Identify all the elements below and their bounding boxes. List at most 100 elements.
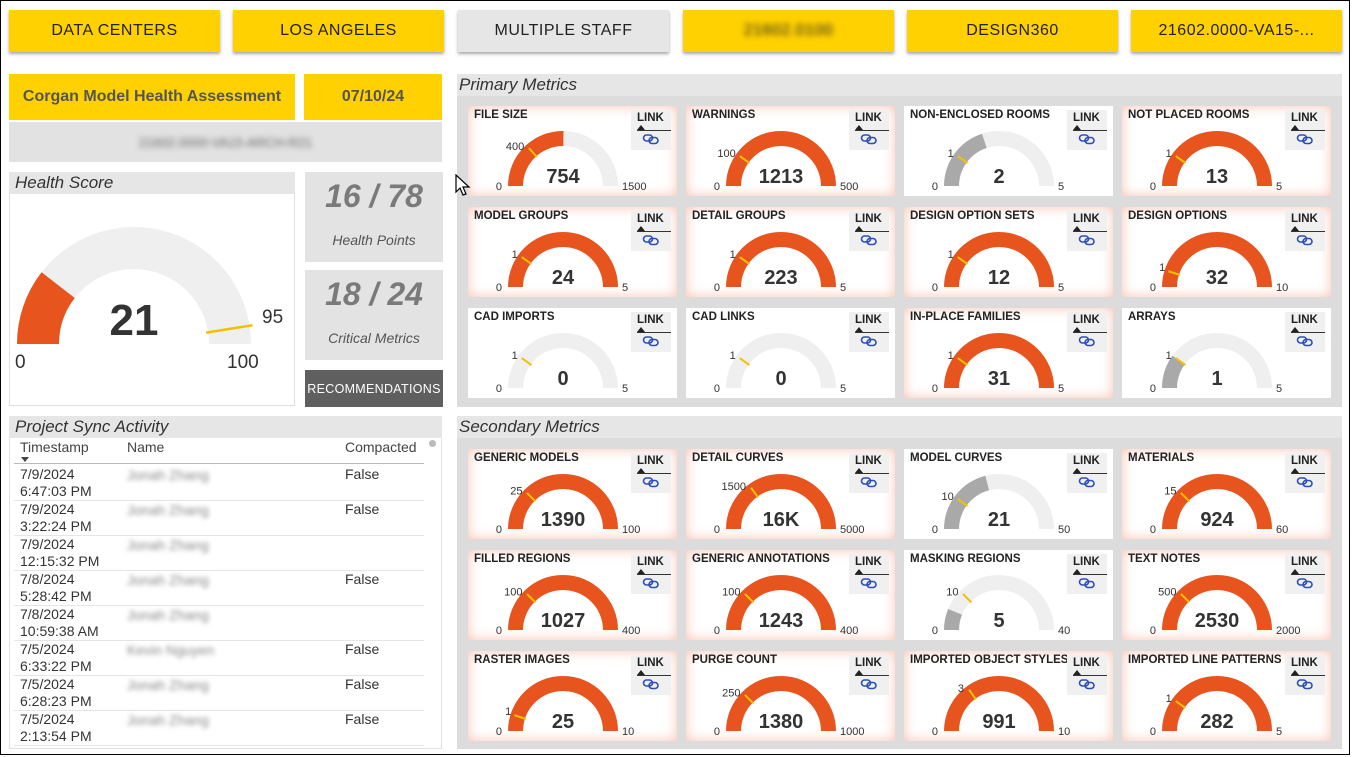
sort-caret-icon [637,468,645,473]
health-points-card: 16 / 78 Health Points [305,172,443,262]
metric-card: 1 13 0 5 NOT PLACED ROOMS LINK [1122,106,1331,196]
health-gauge-fill [17,272,75,344]
metric-link-button[interactable]: LINK [631,312,671,352]
metric-gauge: 1 282 0 5 [1150,676,1282,738]
table-row[interactable]: 7/5/2024 6:33:22 PM Kevin Nguyen False [14,640,424,676]
metric-link-button[interactable]: LINK [1285,655,1325,695]
gauge-target-label: 10 [942,491,954,503]
metric-link-button[interactable]: LINK [1285,110,1325,150]
table-row[interactable]: 7/8/2024 5:28:42 PM Jonah Zhang False [14,570,424,606]
metric-title: RASTER IMAGES [474,654,570,666]
filter-button-los-angeles[interactable]: LOS ANGELES [233,10,444,52]
compacted-cell: False [345,711,380,727]
gauge-fill [508,575,618,630]
gauge-target-marker [1180,593,1191,604]
metric-link-button[interactable]: LINK [849,110,889,150]
metric-link-button[interactable]: LINK [631,554,671,594]
metric-card: 25 1390 0 100 GENERIC MODELS LINK [468,449,677,539]
metric-title: TEXT NOTES [1128,553,1201,565]
timestamp-time: 6:47:03 PM [20,483,92,499]
sort-caret-icon [1291,468,1299,473]
link-label: LINK [1291,112,1318,124]
link-label: LINK [1291,556,1318,568]
sync-activity-header [9,416,442,438]
metric-link-button[interactable]: LINK [1067,110,1107,150]
metric-link-button[interactable]: LINK [849,453,889,493]
gauge-value: 5 [993,610,1004,632]
health-max-label: 100 [227,352,259,373]
table-row[interactable]: 7/9/2024 3:22:24 PM Jonah Zhang False [14,500,424,536]
column-header-compacted[interactable]: Compacted [345,439,417,455]
metric-gauge: 1 0 0 5 [714,333,846,395]
metric-card: 1 25 0 10 RASTER IMAGES LINK [468,651,677,741]
metric-link-button[interactable]: LINK [1067,554,1107,594]
column-header-timestamp[interactable]: Timestamp [20,439,89,455]
scroll-indicator-icon[interactable] [429,440,436,447]
timestamp-cell: 7/5/2024 6:33:22 PM [20,641,92,675]
gauge-fill [508,474,618,529]
health-gauge-track [17,227,251,344]
link-underline [855,130,889,131]
gauge-min-label: 0 [1150,282,1156,294]
metric-link-button[interactable]: LINK [1285,211,1325,251]
sort-desc-icon[interactable] [21,457,29,462]
sort-caret-icon [855,569,863,574]
timestamp-cell: 7/8/2024 10:59:38 AM [20,606,99,640]
metric-link-button[interactable]: LINK [631,655,671,695]
timestamp-date: 7/5/2024 [20,711,75,727]
metric-link-button[interactable]: LINK [849,211,889,251]
column-header-name[interactable]: Name [127,439,165,455]
gauge-max-label: 40 [1058,625,1070,637]
metric-link-button[interactable]: LINK [1067,211,1107,251]
filter-button-design360[interactable]: DESIGN360 [907,10,1118,52]
filter-button-model[interactable]: 21602.0000-VA15-... [1131,10,1342,52]
metric-link-button[interactable]: LINK [849,554,889,594]
metric-link-button[interactable]: LINK [1285,312,1325,352]
chain-link-icon [860,134,877,145]
chain-link-icon [642,134,659,145]
table-row[interactable]: 7/5/2024 6:28:23 PM Jonah Zhang False [14,675,424,711]
metric-link-button[interactable]: LINK [1067,655,1107,695]
timestamp-time: 6:33:22 PM [20,658,92,674]
filter-label: DESIGN360 [966,22,1059,39]
metric-link-button[interactable]: LINK [1285,453,1325,493]
table-row[interactable]: 7/5/2024 2:13:54 PM Jonah Zhang False [14,710,424,746]
metric-link-button[interactable]: LINK [631,453,671,493]
gauge-fill [726,575,836,630]
metric-link-button[interactable]: LINK [849,312,889,352]
table-row[interactable]: 7/9/2024 12:15:32 PM Jonah Zhang [14,535,424,571]
critical-metrics-value: 18 / 24 [325,276,423,312]
name-cell: Jonah Zhang [127,677,209,693]
compacted-cell: False [345,641,380,657]
filter-button-data-centers[interactable]: DATA CENTERS [9,10,220,52]
metric-link-button[interactable]: LINK [849,655,889,695]
filter-label: DATA CENTERS [51,22,178,39]
gauge-target-marker [739,155,751,164]
timestamp-cell: 7/9/2024 3:22:24 PM [20,501,92,535]
filter-label: 21602.0000-VA15-... [1158,22,1315,39]
gauge-target-marker [528,147,538,158]
filter-button-project-number[interactable]: 21602.0100 [683,10,894,52]
gauge-target-marker [957,155,969,164]
table-row[interactable]: 7/8/2024 10:59:38 AM Jonah Zhang [14,605,424,641]
gauge-target-marker [526,492,537,503]
filter-label: 21602.0100 [743,22,834,39]
filter-button-multiple-staff[interactable]: MULTIPLE STAFF [458,10,669,52]
metric-link-button[interactable]: LINK [1067,453,1107,493]
metric-link-button[interactable]: LINK [631,211,671,251]
metric-link-button[interactable]: LINK [1285,554,1325,594]
recommendations-button[interactable]: RECOMMENDATIONS [305,370,443,407]
compacted-cell: False [345,501,380,517]
metric-card: 1 1 0 5 ARRAYS LINK [1122,308,1331,398]
metric-link-button[interactable]: LINK [631,110,671,150]
gauge-max-label: 5 [840,383,846,395]
chain-link-icon [1078,235,1095,246]
table-row[interactable]: 7/9/2024 6:47:03 PM Jonah Zhang False [14,465,424,501]
chain-link-icon [642,336,659,347]
link-label: LINK [1073,213,1100,225]
gauge-fill [1162,131,1272,186]
metric-gauge: 10 5 0 40 [932,575,1070,637]
metric-link-button[interactable]: LINK [1067,312,1107,352]
gauge-value: 282 [1200,711,1233,733]
